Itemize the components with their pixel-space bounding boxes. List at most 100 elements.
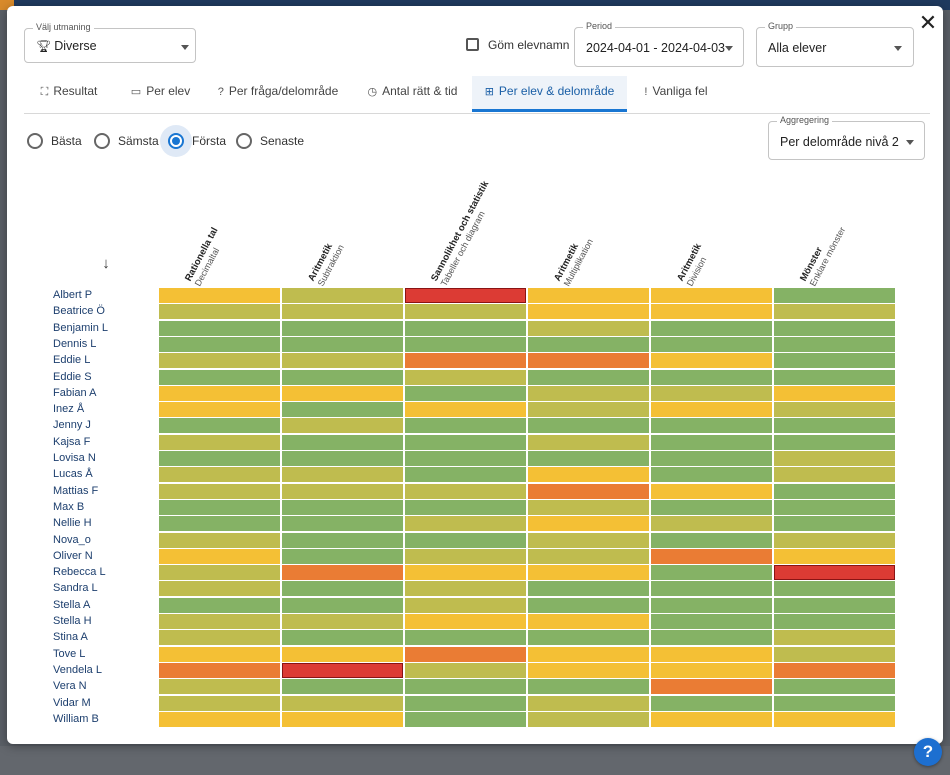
student-name[interactable]: Stina A [53, 631, 88, 644]
heatmap-cell[interactable] [774, 304, 895, 320]
heatmap-cell[interactable] [774, 662, 895, 678]
heatmap-cell[interactable] [651, 451, 772, 466]
heatmap-cell[interactable] [774, 288, 895, 303]
column-header[interactable]: Sannolikhet och statistik Tabeller och di… [429, 179, 501, 288]
heatmap-cell[interactable] [774, 711, 895, 727]
challenge-select[interactable]: Välj utmaning 🏆︎ Diverse [24, 22, 196, 63]
student-name[interactable]: Lovisa N [53, 452, 96, 464]
heatmap-cell[interactable] [405, 336, 526, 352]
heatmap-cell[interactable] [405, 467, 526, 483]
student-name[interactable]: Dennis L [53, 337, 97, 350]
heatmap-cell[interactable] [651, 353, 772, 369]
student-name[interactable]: Vera N [53, 680, 87, 693]
heatmap-cell[interactable] [282, 467, 403, 483]
heatmap-cell[interactable] [405, 516, 526, 532]
heatmap-cell[interactable] [159, 434, 280, 450]
heatmap-cell[interactable] [774, 418, 895, 434]
heatmap-cell[interactable] [774, 532, 895, 548]
heatmap-cell[interactable] [651, 646, 772, 662]
heatmap-cell[interactable] [405, 385, 526, 401]
heatmap-cell[interactable] [159, 614, 280, 629]
heatmap-cell[interactable] [405, 402, 526, 418]
heatmap-cell[interactable] [651, 402, 772, 418]
student-name[interactable]: Eddie L [53, 354, 91, 367]
heatmap-cell[interactable] [774, 646, 895, 662]
heatmap-cell[interactable] [528, 711, 649, 727]
heatmap-cell[interactable] [282, 369, 403, 385]
heatmap-cell[interactable] [159, 662, 280, 678]
student-name[interactable]: Max B [53, 500, 85, 513]
heatmap-cell[interactable] [159, 336, 280, 352]
heatmap-cell[interactable] [528, 336, 649, 352]
heatmap-cell[interactable] [774, 565, 895, 581]
student-name[interactable]: Beatrice Ö [53, 305, 105, 318]
heatmap-cell[interactable] [282, 662, 403, 678]
heatmap-cell[interactable] [405, 711, 526, 727]
heatmap-cell[interactable] [774, 320, 895, 336]
heatmap-cell[interactable] [651, 320, 772, 336]
student-name[interactable]: Vidar M [53, 696, 91, 709]
heatmap-cell[interactable] [159, 483, 280, 499]
heatmap-cell[interactable] [405, 630, 526, 646]
heatmap-cell[interactable] [159, 304, 280, 320]
heatmap-cell[interactable] [774, 548, 895, 564]
heatmap-cell[interactable] [651, 516, 772, 532]
tab-per-fraga-delomrade[interactable]: ? Per fråga/delområde [208, 76, 348, 112]
heatmap-cell[interactable] [159, 418, 280, 434]
heatmap-cell[interactable] [159, 369, 280, 385]
heatmap-cell[interactable] [774, 581, 895, 597]
heatmap-cell[interactable] [528, 679, 649, 695]
tab-vanliga-fel[interactable]: ! Vanliga fel [636, 76, 716, 112]
aggregation-select[interactable]: Aggregering Per delområde nivå 2 [768, 115, 925, 160]
heatmap-cell[interactable] [774, 614, 895, 629]
heatmap-cell[interactable] [651, 548, 772, 564]
column-header[interactable]: Aritmetik Subtraktion [306, 238, 347, 289]
heatmap-cell[interactable] [159, 451, 280, 466]
heatmap-cell[interactable] [774, 369, 895, 385]
heatmap-cell[interactable] [159, 646, 280, 662]
column-header[interactable]: Rationella tal Decimaltal [183, 226, 230, 289]
heatmap-cell[interactable] [651, 614, 772, 629]
heatmap-cell[interactable] [651, 418, 772, 434]
heatmap-cell[interactable] [405, 369, 526, 385]
heatmap-cell[interactable] [405, 499, 526, 515]
heatmap-cell[interactable] [651, 483, 772, 499]
heatmap-cell[interactable] [282, 614, 403, 629]
heatmap-cell[interactable] [774, 451, 895, 466]
student-name[interactable]: Lucas Å [53, 468, 93, 481]
heatmap-cell[interactable] [405, 695, 526, 711]
heatmap-cell[interactable] [774, 402, 895, 418]
heatmap-cell[interactable] [159, 288, 280, 303]
heatmap-cell[interactable] [774, 434, 895, 450]
heatmap-cell[interactable] [282, 565, 403, 581]
student-name[interactable]: Nellie H [53, 517, 92, 530]
heatmap-cell[interactable] [774, 483, 895, 499]
heatmap-cell[interactable] [405, 353, 526, 369]
heatmap-cell[interactable] [405, 565, 526, 581]
heatmap-cell[interactable] [405, 581, 526, 597]
heatmap-cell[interactable] [282, 304, 403, 320]
heatmap-cell[interactable] [528, 353, 649, 369]
close-icon[interactable]: ✕ [918, 10, 938, 35]
heatmap-cell[interactable] [405, 614, 526, 629]
heatmap-cell[interactable] [159, 353, 280, 369]
heatmap-cell[interactable] [651, 565, 772, 581]
student-name[interactable]: Rebecca L [53, 566, 106, 579]
heatmap-cell[interactable] [651, 630, 772, 646]
heatmap-cell[interactable] [282, 402, 403, 418]
heatmap-cell[interactable] [528, 597, 649, 613]
heatmap-cell[interactable] [159, 320, 280, 336]
heatmap-cell[interactable] [528, 532, 649, 548]
heatmap-cell[interactable] [405, 679, 526, 695]
heatmap-cell[interactable] [651, 532, 772, 548]
heatmap-cell[interactable] [651, 711, 772, 727]
hide-names-checkbox[interactable] [466, 38, 479, 51]
heatmap-cell[interactable] [405, 418, 526, 434]
heatmap-cell[interactable] [282, 597, 403, 613]
heatmap-cell[interactable] [528, 483, 649, 499]
heatmap-cell[interactable] [774, 516, 895, 532]
help-icon[interactable]: ? [914, 738, 942, 766]
heatmap-cell[interactable] [405, 320, 526, 336]
heatmap-cell[interactable] [774, 385, 895, 401]
heatmap-cell[interactable] [528, 467, 649, 483]
